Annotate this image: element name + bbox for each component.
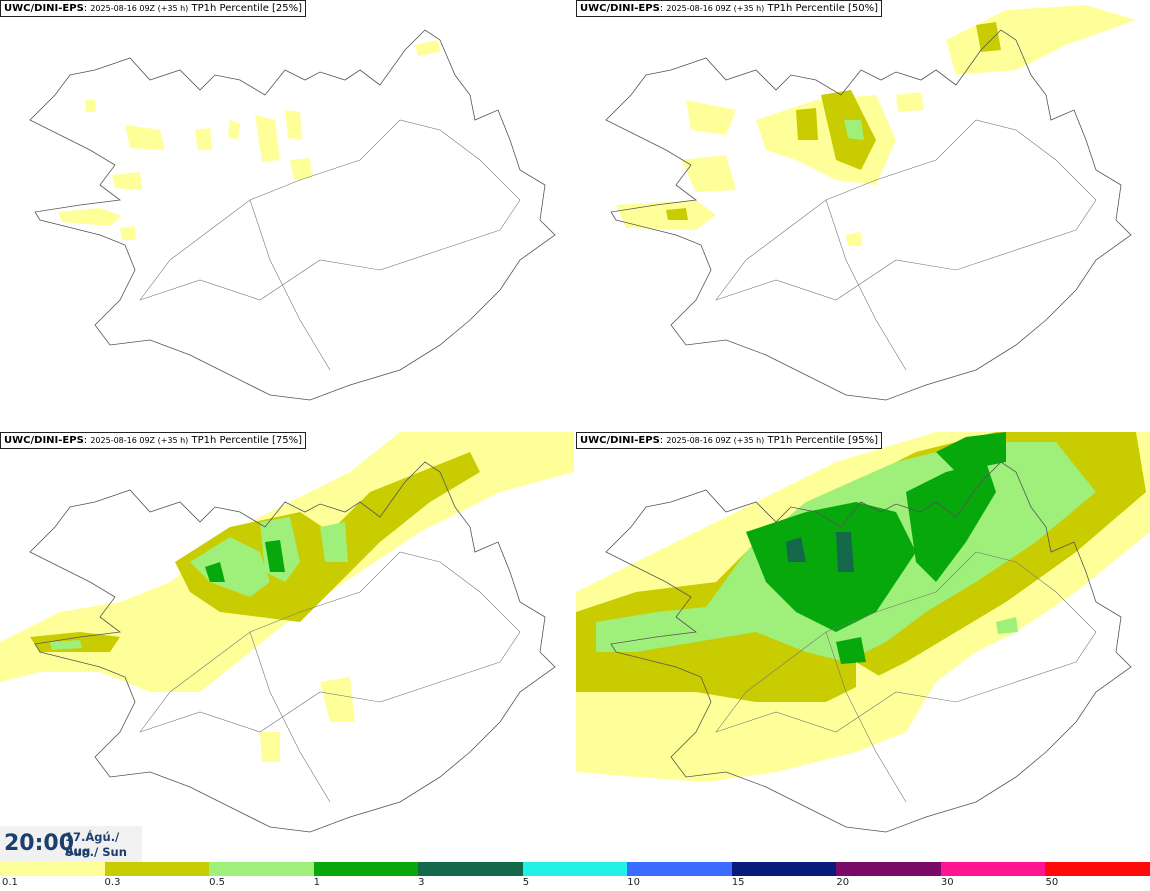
legend-label: 3 [418, 877, 425, 888]
run-info: 2025-08-16 09Z (+35 h) [90, 436, 189, 445]
panel-title: UWC/DINI-EPS: 2025-08-16 09Z (+35 h) TP1… [0, 0, 307, 17]
legend-swatch [104, 862, 210, 876]
run-info: 2025-08-16 09Z (+35 h) [666, 4, 765, 13]
legend-swatch [313, 862, 419, 876]
color-legend: 0.1 0.3 0.5 1 3 5 10 15 20 30 50 [0, 862, 1150, 891]
model-name: UWC/DINI-EPS [580, 3, 660, 14]
legend-label: 0.1 [2, 877, 18, 888]
iceland-map [576, 432, 1150, 833]
roads [139, 119, 521, 371]
iceland-map [29, 29, 556, 401]
map-panel-p95: UWC/DINI-EPS: 2025-08-16 09Z (+35 h) TP1… [576, 432, 1150, 862]
roads [139, 551, 521, 803]
legend-label: 20 [836, 877, 850, 888]
legend-swatch [836, 862, 942, 876]
panel-title: UWC/DINI-EPS: 2025-08-16 09Z (+35 h) TP1… [576, 0, 883, 17]
valid-time: 20:00 [4, 831, 75, 856]
valid-time-box: 20:00 17.Ágú./ Aug Sun./ Sun [0, 826, 142, 862]
legend-swatch [418, 862, 524, 876]
legend-label: 10 [627, 877, 640, 888]
legend-swatch [627, 862, 733, 876]
roads [715, 119, 1097, 371]
map-panel-p25: UWC/DINI-EPS: 2025-08-16 09Z (+35 h) TP1… [0, 0, 574, 430]
legend-swatch [731, 862, 837, 876]
panel-divider [574, 0, 576, 862]
legend-label: 15 [731, 877, 745, 888]
iceland-map [605, 5, 1136, 401]
legend-label: 0.5 [209, 877, 225, 888]
legend-swatch [1045, 862, 1150, 876]
legend-label: 1 [313, 877, 320, 888]
field-name: TP1h Percentile [75%] [191, 435, 303, 446]
model-name: UWC/DINI-EPS [580, 435, 660, 446]
legend-label: 30 [940, 877, 954, 888]
model-name: UWC/DINI-EPS [4, 3, 84, 14]
legend-swatch [209, 862, 315, 876]
run-info: 2025-08-16 09Z (+35 h) [90, 4, 189, 13]
field-name: TP1h Percentile [50%] [767, 3, 879, 14]
roads [715, 551, 1097, 803]
precip-layer [576, 432, 1150, 782]
legend-swatch [0, 862, 106, 876]
field-name: TP1h Percentile [25%] [191, 3, 303, 14]
run-info: 2025-08-16 09Z (+35 h) [666, 436, 765, 445]
valid-date: 17.Ágú./ Aug [65, 830, 120, 858]
precip-layer [0, 432, 574, 762]
panel-title: UWC/DINI-EPS: 2025-08-16 09Z (+35 h) TP1… [0, 432, 307, 449]
field-name: TP1h Percentile [95%] [767, 435, 879, 446]
coastline [29, 29, 556, 401]
valid-day: Sun./ Sun [65, 845, 127, 859]
precip-layer [616, 5, 1136, 246]
legend-label: 50 [1045, 877, 1059, 888]
map-panel-p75: UWC/DINI-EPS: 2025-08-16 09Z (+35 h) TP1… [0, 432, 574, 862]
model-name: UWC/DINI-EPS [4, 435, 84, 446]
legend-swatch [522, 862, 628, 876]
precip-layer [58, 40, 440, 240]
map-panel-p50: UWC/DINI-EPS: 2025-08-16 09Z (+35 h) TP1… [576, 0, 1150, 430]
iceland-map [0, 432, 574, 833]
legend-label: 0.3 [104, 877, 121, 888]
legend-swatch [940, 862, 1046, 876]
legend-label: 5 [522, 877, 530, 888]
panel-title: UWC/DINI-EPS: 2025-08-16 09Z (+35 h) TP1… [576, 432, 883, 449]
